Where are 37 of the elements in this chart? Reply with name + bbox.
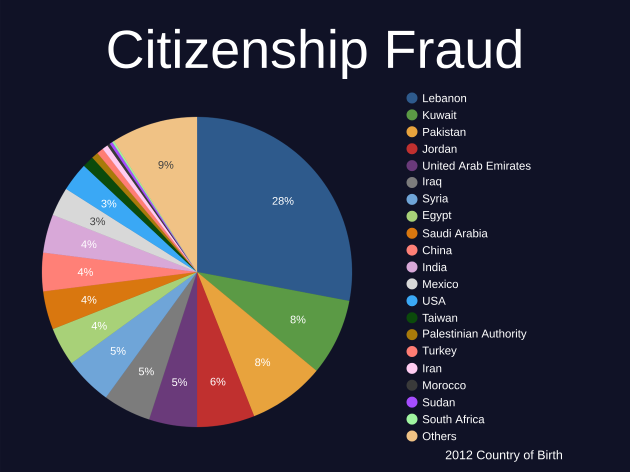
data-label: 8% xyxy=(255,358,270,366)
chart-title: Citizenship Fraud xyxy=(108,28,521,80)
legend-label: Palestinian Authority xyxy=(423,329,527,340)
data-label: 3% xyxy=(90,217,106,226)
legend-label: Mexico xyxy=(423,280,458,288)
legend-label: India xyxy=(423,262,448,272)
legend-label: Lebanon xyxy=(423,94,466,102)
data-label: 5% xyxy=(138,368,154,376)
legend-label: Morocco xyxy=(423,381,466,390)
legend-label: Taiwan xyxy=(422,313,458,322)
data-label: 28% xyxy=(272,196,294,205)
legend-label: United Arab Emirates xyxy=(423,161,531,170)
legend-label: USA xyxy=(423,296,446,305)
data-label: 3% xyxy=(101,200,116,208)
data-label: 4% xyxy=(81,296,96,304)
legend-label: Sudan xyxy=(422,398,455,406)
data-label: 5% xyxy=(110,347,126,355)
legend-label: Syria xyxy=(422,194,448,205)
legend-label: Kuwait xyxy=(423,110,456,120)
legend-label: Others xyxy=(422,432,456,440)
data-label: 9% xyxy=(158,160,174,169)
data-label: 4% xyxy=(78,268,93,276)
legend-label: Jordan xyxy=(422,144,456,153)
text: 2012 Country of Birth xyxy=(446,450,562,462)
data-label: 5% xyxy=(172,378,188,386)
legend-label: Pakistan xyxy=(423,128,466,136)
legend-label: Iraq xyxy=(423,177,442,188)
data-label: 8% xyxy=(290,316,306,324)
legend-label: Egypt xyxy=(423,211,452,222)
data-label: 6% xyxy=(210,378,226,386)
legend-label: South Africa xyxy=(422,414,485,424)
legend-label: Iran xyxy=(423,364,442,372)
legend-label: Saudi Arabia xyxy=(422,228,488,238)
legend-label: Turkey xyxy=(422,346,457,357)
data-label: 4% xyxy=(92,322,107,330)
data-label: 4% xyxy=(81,240,96,248)
legend-label: China xyxy=(422,246,452,254)
